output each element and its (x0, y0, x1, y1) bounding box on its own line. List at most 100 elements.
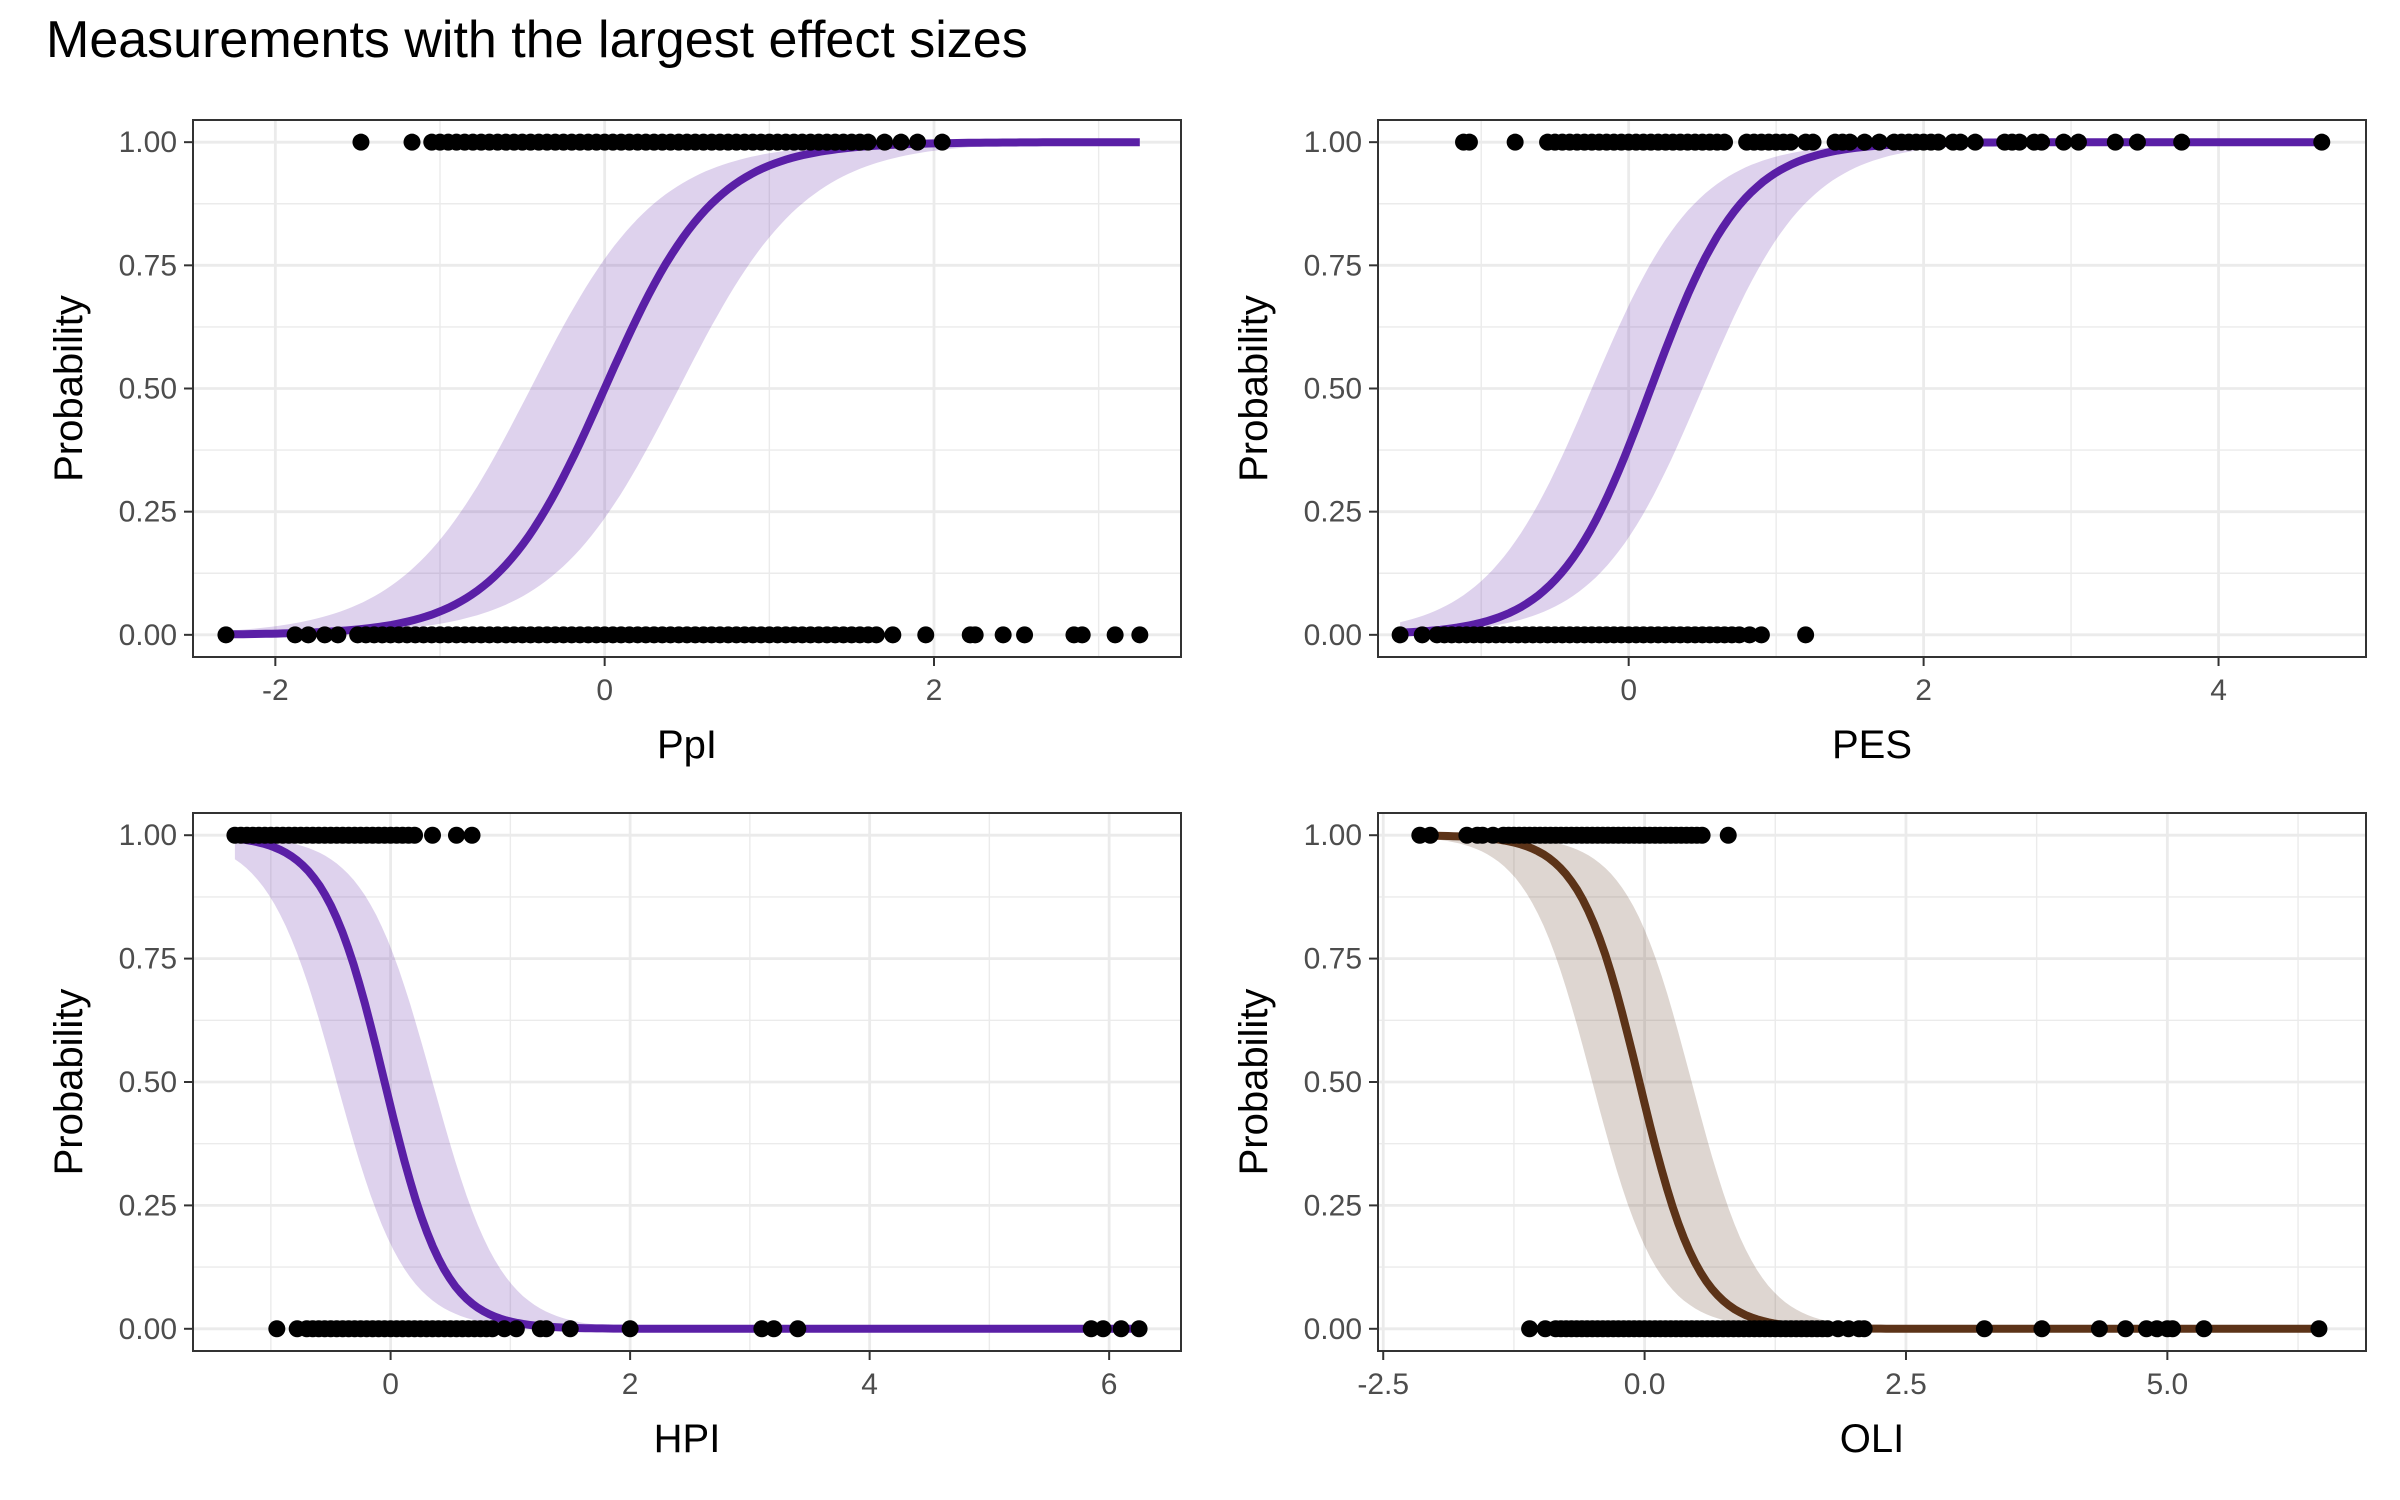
data-point (316, 626, 334, 644)
x-axis-title: OLI (1840, 1417, 1904, 1461)
data-point (1782, 133, 1800, 151)
data-point (1966, 133, 1984, 151)
x-tick-label: 6 (1101, 1368, 1118, 1401)
data-point (1521, 1320, 1539, 1338)
data-point (1094, 1320, 1112, 1338)
y-axis-title: Probability (47, 989, 91, 1176)
data-point (268, 1320, 286, 1338)
data-point (2117, 1320, 2135, 1338)
data-point (1413, 626, 1431, 644)
y-tick-label: 0.25 (119, 496, 177, 529)
y-tick-label: 0.50 (1304, 373, 1362, 406)
data-point (495, 1320, 513, 1338)
data-point (2055, 133, 2073, 151)
data-point (1841, 133, 1859, 151)
data-point (2128, 133, 2146, 151)
y-tick-label: 0.25 (1304, 496, 1362, 529)
x-tick-label: 0 (1620, 674, 1637, 707)
data-point (1131, 626, 1149, 644)
x-axis-title: PpI (657, 723, 717, 767)
data-point (917, 626, 935, 644)
data-point (2164, 1320, 2182, 1338)
data-point (2173, 133, 2191, 151)
data-point (1016, 626, 1034, 644)
x-tick-label: -2 (262, 674, 289, 707)
data-point (2069, 133, 2087, 151)
data-point (537, 1320, 555, 1338)
y-tick-label: 0.50 (119, 1066, 177, 1099)
data-point (483, 1320, 501, 1338)
data-point (1975, 1320, 1993, 1338)
confidence-ribbon (234, 836, 1140, 1329)
x-tick-label: 2 (1915, 674, 1932, 707)
data-point (2106, 133, 2124, 151)
x-tick-label: 2 (622, 1368, 639, 1401)
y-tick-label: 0.00 (119, 619, 177, 652)
data-point (1073, 626, 1091, 644)
data-point (403, 133, 421, 151)
y-tick-label: 0.00 (119, 1313, 177, 1346)
data-point (424, 826, 442, 844)
data-point (329, 626, 347, 644)
data-point (867, 626, 885, 644)
y-tick-label: 1.00 (1304, 126, 1362, 159)
x-tick-label: 0.0 (1624, 1368, 1666, 1401)
data-point (299, 626, 317, 644)
y-tick-label: 0.75 (1304, 943, 1362, 976)
y-tick-label: 0.25 (119, 1189, 177, 1222)
data-point (892, 133, 910, 151)
x-tick-label: 0 (596, 674, 613, 707)
y-tick-label: 0.00 (1304, 619, 1362, 652)
data-point (352, 133, 370, 151)
y-tick-label: 0.50 (1304, 1066, 1362, 1099)
y-tick-label: 0.25 (1304, 1189, 1362, 1222)
y-tick-label: 1.00 (119, 819, 177, 852)
data-point (884, 626, 902, 644)
data-point (2090, 1320, 2108, 1338)
y-axis-title: Probability (47, 295, 91, 482)
x-tick-label: 2.5 (1885, 1368, 1927, 1401)
data-point (463, 826, 481, 844)
y-axis-title: Probability (1232, 989, 1276, 1176)
panel-4: 0.00 0.25 0.50 0.75 1.00 -2.5 0.0 2.5 5.0 OLI Prob… (1232, 812, 2367, 1461)
data-point (1421, 826, 1439, 844)
data-point (1951, 133, 1969, 151)
data-point (2033, 1320, 2051, 1338)
fitted-curve (225, 138, 1140, 639)
data-point (2195, 1320, 2213, 1338)
x-axis-title: HPI (654, 1417, 721, 1461)
data-point (561, 1320, 579, 1338)
x-tick-label: 2 (926, 674, 943, 707)
data-point (2010, 133, 2028, 151)
data-point (909, 133, 927, 151)
data-point (1460, 133, 1478, 151)
x-axis-title: PES (1832, 723, 1912, 767)
data-point (1752, 626, 1770, 644)
chart-title: Measurements with the largest effect siz… (46, 11, 1028, 69)
data-point (994, 626, 1012, 644)
data-point (2310, 1320, 2328, 1338)
y-tick-label: 1.00 (119, 126, 177, 159)
data-point (1856, 133, 1874, 151)
y-tick-label: 1.00 (1304, 819, 1362, 852)
data-point (507, 1320, 525, 1338)
data-point (789, 1320, 807, 1338)
data-point (1741, 626, 1759, 644)
panel-1: 0.00 0.25 0.50 0.75 1.00 -2 0 2 PpI Probability (47, 119, 1182, 767)
data-point (933, 133, 951, 151)
data-point (1082, 1320, 1100, 1338)
data-point (765, 1320, 783, 1338)
data-point (1112, 1320, 1130, 1338)
data-point (217, 626, 235, 644)
data-point (753, 1320, 771, 1338)
data-point (966, 626, 984, 644)
data-point (876, 133, 894, 151)
data-point (1855, 1320, 1873, 1338)
x-tick-label: 5.0 (2146, 1368, 2188, 1401)
data-point (2033, 133, 2051, 151)
data-point (1804, 133, 1822, 151)
panel-3: 0.00 0.25 0.50 0.75 1.00 0 2 4 6 HPI Probability (47, 812, 1182, 1461)
y-tick-label: 0.75 (119, 249, 177, 282)
data-point (1716, 133, 1734, 151)
